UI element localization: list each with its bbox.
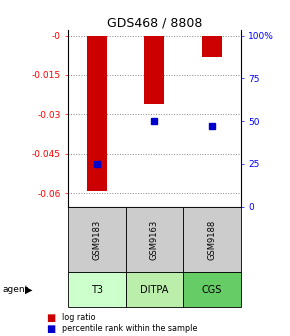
Text: CGS: CGS <box>202 285 222 295</box>
Text: GSM9183: GSM9183 <box>93 219 102 259</box>
Bar <box>144 36 164 104</box>
Bar <box>202 36 222 56</box>
Text: percentile rank within the sample: percentile rank within the sample <box>62 324 198 333</box>
Text: ■: ■ <box>46 324 56 334</box>
Text: log ratio: log ratio <box>62 313 96 322</box>
Text: ▶: ▶ <box>25 285 32 295</box>
Text: GSM9188: GSM9188 <box>207 219 216 259</box>
Bar <box>87 36 107 191</box>
Text: ■: ■ <box>46 312 56 323</box>
Text: DITPA: DITPA <box>140 285 168 295</box>
Text: T3: T3 <box>91 285 103 295</box>
Text: GSM9163: GSM9163 <box>150 219 159 259</box>
Title: GDS468 / 8808: GDS468 / 8808 <box>107 16 202 29</box>
Text: agent: agent <box>3 285 29 294</box>
